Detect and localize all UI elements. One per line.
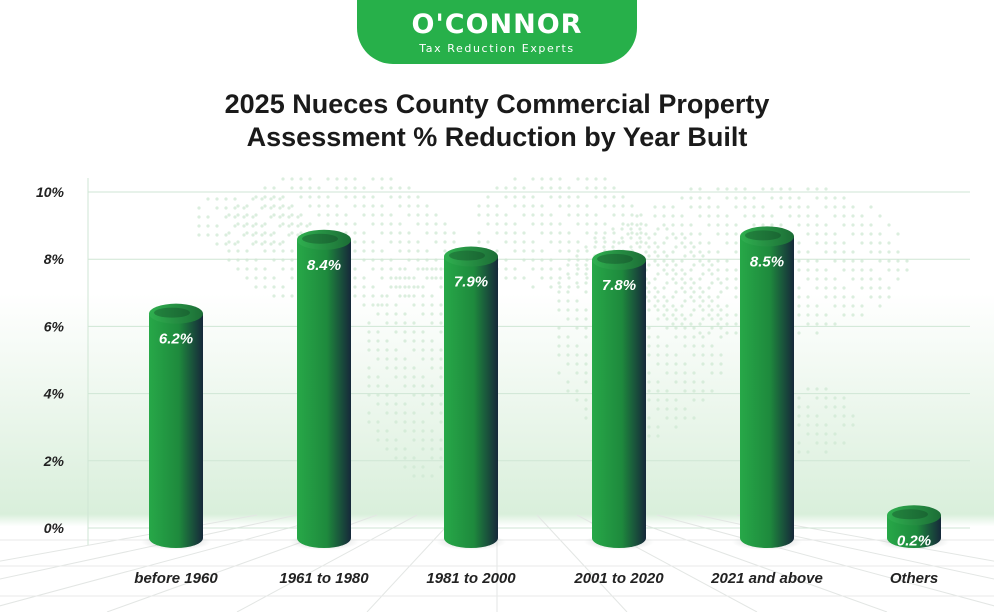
bar [740, 236, 794, 548]
bar [592, 259, 646, 548]
y-tick-label: 10% [36, 184, 65, 200]
y-tick-label: 6% [44, 318, 65, 334]
x-tick-label: Others [890, 570, 938, 587]
chart-title-line-2: Assessment % Reduction by Year Built [246, 122, 748, 152]
bar-group: 8.4% [289, 229, 359, 550]
data-label: 8.5% [750, 253, 784, 270]
bar [149, 313, 203, 548]
gridlines [88, 191, 970, 529]
x-tick-label: before 1960 [134, 570, 218, 587]
data-label: 0.2% [897, 532, 931, 549]
x-tick-label: 1981 to 2000 [426, 570, 516, 587]
bar-top-shade [302, 233, 338, 244]
bar [297, 239, 351, 548]
y-tick-label: 2% [43, 453, 65, 469]
brand-name: O'CONNOR [411, 9, 583, 40]
x-axis: before 1960 1961 to 1980 1981 to 2000 2001 … [134, 570, 938, 587]
bar-top [592, 249, 646, 270]
bar [444, 256, 498, 548]
bar-group: 8.5% [732, 226, 802, 550]
bar-top-shade [154, 307, 190, 318]
data-label: 7.8% [602, 277, 636, 294]
bar-group: 7.8% [584, 249, 654, 550]
bar-group: 7.9% [436, 246, 506, 550]
bar-top-shade [449, 250, 485, 261]
bar-group: 0.2% [879, 505, 949, 550]
bar-top [740, 226, 794, 247]
data-label: 6.2% [159, 331, 193, 348]
bar-group: 6.2% [141, 303, 211, 550]
bar-top [444, 246, 498, 267]
bar-top-shade [597, 253, 633, 264]
x-tick-label: 2021 and above [710, 570, 823, 587]
x-tick-label: 1961 to 1980 [279, 570, 369, 587]
bar-top [297, 229, 351, 250]
data-label: 8.4% [307, 257, 341, 274]
data-label: 7.9% [454, 274, 488, 291]
bars: 6.2% 8.4% 7.9% 7.8% 8.5% 0.2% [141, 226, 949, 550]
chart-title: 2025 Nueces County Commercial Property A… [0, 88, 994, 154]
y-axis: 0% 2% 4% 6% 8% 10% [36, 178, 89, 545]
y-tick-label: 4% [43, 386, 65, 402]
bar-top [149, 303, 203, 324]
brand-logo: O'CONNOR Tax Reduction Experts [357, 0, 637, 64]
chart-title-line-1: 2025 Nueces County Commercial Property [224, 89, 770, 119]
bar-top-shade [745, 230, 781, 241]
brand-tagline: Tax Reduction Experts [419, 42, 575, 55]
bar-top-shade [892, 509, 928, 520]
y-tick-label: 8% [44, 251, 65, 267]
bar-top [887, 505, 941, 526]
y-tick-label: 0% [44, 520, 65, 536]
x-tick-label: 2001 to 2020 [573, 570, 664, 587]
